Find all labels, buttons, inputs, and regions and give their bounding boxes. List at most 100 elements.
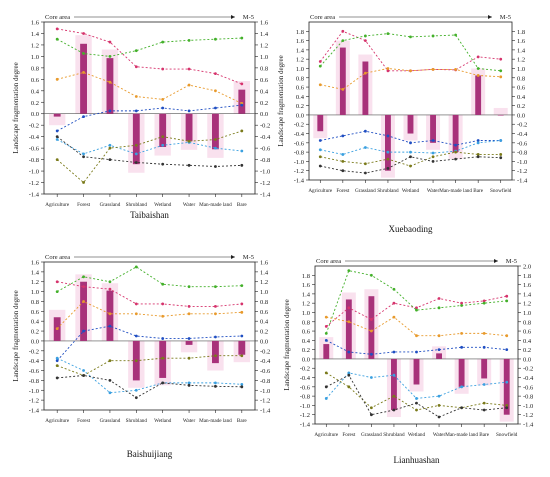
- y2-tick-label: 1.0: [260, 289, 268, 296]
- series-point: [108, 312, 112, 316]
- series-point: [409, 35, 412, 39]
- y-tick-label: -1.4: [300, 422, 311, 429]
- series-point: [392, 315, 396, 319]
- series-point: [134, 95, 138, 98]
- y-tick-label: 0.0: [296, 112, 304, 119]
- series-point: [437, 348, 441, 352]
- y2-tick-label: 1.0: [517, 66, 525, 73]
- series-point: [454, 33, 458, 37]
- y-tick-label: -0.6: [29, 146, 40, 153]
- y-tick-label: 1.0: [302, 310, 310, 317]
- series-point: [347, 385, 351, 389]
- series-point: [482, 345, 486, 349]
- chart-panel-4: -1.4 -1.2 -1.0 -0.8 -0.6 -0.4 -0.2 0.0 0.2 0.4 0.6…: [283, 258, 534, 465]
- y-tick-label: 1.4: [31, 269, 40, 276]
- series-point: [187, 381, 191, 385]
- series-point: [415, 408, 418, 412]
- series-point: [214, 384, 217, 388]
- series-point: [363, 129, 367, 133]
- series-line-7: [56, 136, 242, 167]
- y-tick-label: 0.6: [31, 77, 40, 84]
- corner-label-left: Core area: [310, 14, 335, 21]
- y-tick-label: 1.0: [31, 54, 39, 61]
- series-point: [324, 397, 328, 400]
- series-point: [341, 87, 345, 91]
- x-tick-label: Shrubland: [126, 418, 148, 424]
- series-point: [324, 371, 328, 375]
- y2-tick-label: -0.2: [517, 122, 527, 129]
- series-point: [409, 69, 412, 73]
- series-line-5: [56, 357, 242, 394]
- series-point: [240, 334, 244, 338]
- y2-tick-label: -0.8: [260, 157, 270, 164]
- x-tick-label: Wetland: [154, 202, 172, 208]
- series-point: [324, 385, 328, 389]
- series-point: [108, 391, 112, 395]
- corner-label-left: Core area: [45, 14, 70, 21]
- series-point: [476, 139, 480, 142]
- x-tick-label: Grassland: [100, 418, 121, 424]
- x-tick-label: Wetland: [402, 188, 420, 194]
- bar: [481, 358, 488, 379]
- series-point: [454, 150, 458, 154]
- direction-arrow-head: [488, 15, 492, 19]
- bar: [503, 358, 510, 415]
- y2-tick-label: 1.4: [260, 31, 269, 38]
- y2-tick-label: 0.2: [523, 347, 531, 354]
- y-tick-label: -0.4: [29, 134, 40, 141]
- series-point: [161, 143, 165, 147]
- y-axis-label: Landscape fragmentation degree: [12, 290, 20, 381]
- y2-tick-label: -1.4: [523, 422, 534, 429]
- x-tick-label: Shrubland: [126, 202, 148, 208]
- y2-tick-label: 0.0: [260, 338, 268, 345]
- series-point: [347, 306, 351, 310]
- series-point: [161, 67, 165, 71]
- bar: [238, 340, 246, 355]
- series-point: [214, 138, 217, 141]
- series-point: [240, 149, 244, 153]
- series-point: [363, 71, 367, 75]
- series-point: [476, 155, 480, 159]
- y-tick-label: -1.2: [300, 412, 310, 419]
- x-tick-label: Forest: [342, 432, 356, 438]
- series-point: [324, 338, 328, 342]
- series-point: [386, 157, 390, 161]
- x-tick-label: Forest: [336, 188, 350, 194]
- series-point: [214, 165, 217, 168]
- series-point: [214, 305, 217, 308]
- series-point: [324, 331, 328, 335]
- series-point: [55, 27, 59, 31]
- y2-tick-label: -0.6: [260, 368, 271, 375]
- series-point: [409, 164, 412, 168]
- bar: [452, 114, 459, 153]
- y2-tick-label: 1.8: [517, 29, 525, 36]
- x-tick-label: Man-made land: [445, 432, 478, 438]
- series-point: [386, 69, 390, 73]
- y-tick-label: 1.6: [31, 260, 40, 267]
- y-tick-label: -1.0: [294, 159, 304, 166]
- series-point: [134, 334, 138, 338]
- series-point: [82, 329, 85, 333]
- bar: [106, 58, 114, 114]
- x-tick-label: Grassland: [100, 202, 121, 208]
- series-point: [499, 75, 503, 79]
- series-point: [363, 146, 367, 149]
- series-point: [476, 55, 480, 59]
- chart-panel-1: -1.4 -1.2 -1.0 -0.8 -0.6 -0.4 -0.2 0.0 0.2 0.4 0.6…: [12, 14, 271, 220]
- chart-title: Taibaishan: [130, 210, 169, 220]
- series-point: [369, 318, 373, 321]
- bar: [212, 113, 219, 150]
- y-tick-label: 1.4: [302, 291, 311, 298]
- series-point: [108, 109, 112, 113]
- y-tick-label: 1.2: [31, 42, 39, 49]
- series-point: [82, 71, 85, 74]
- y2-tick-label: 0.8: [260, 299, 268, 306]
- y2-tick-label: 0.4: [517, 94, 526, 101]
- series-point: [437, 404, 441, 407]
- series-point: [476, 141, 480, 145]
- series-point: [161, 40, 165, 44]
- series-point: [214, 354, 217, 358]
- series-point: [347, 371, 351, 375]
- y2-tick-label: 0.0: [523, 356, 531, 363]
- series-point: [482, 383, 486, 386]
